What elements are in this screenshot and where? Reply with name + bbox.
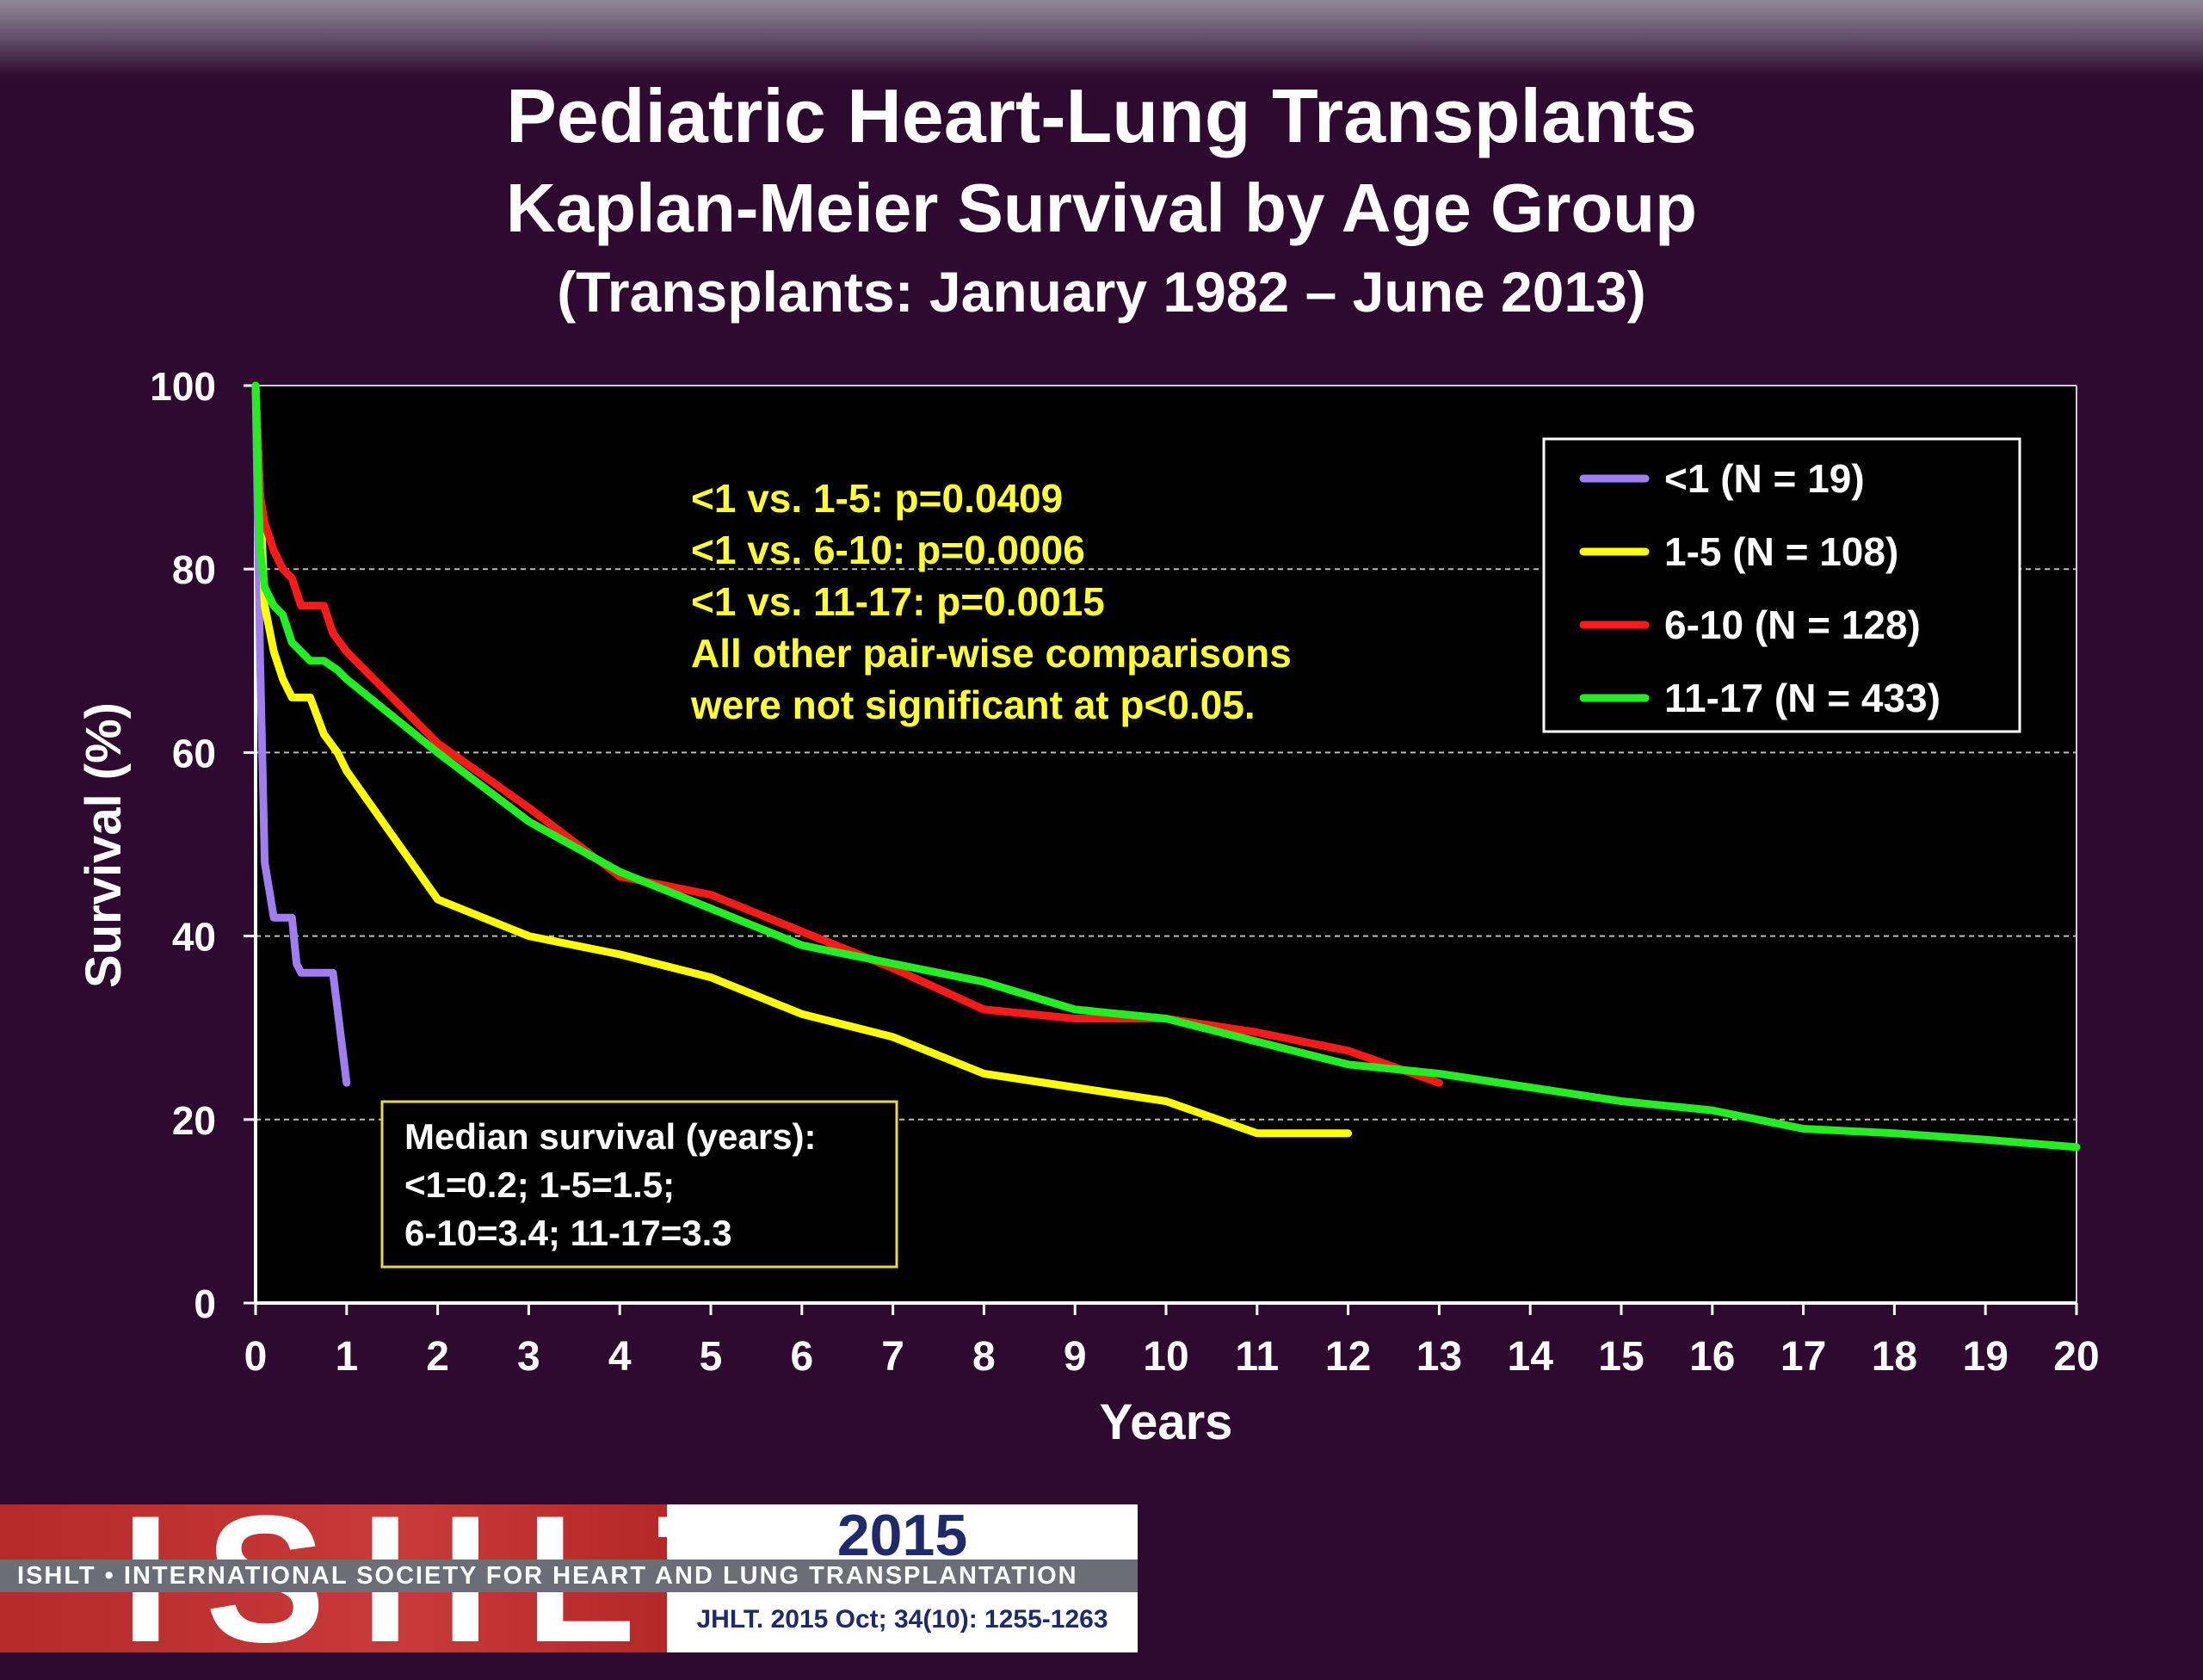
footer-citation: JHLT. 2015 Oct; 34(10): 1255-1263	[696, 1605, 1108, 1634]
series-lines	[251, 381, 2081, 1152]
pvalue-annotation: <1 vs. 1-5: p=0.0409 <1 vs. 6-10: p=0.000…	[690, 476, 1292, 727]
y-tick-label: 60	[172, 731, 216, 775]
x-tick-label: 3	[517, 1334, 540, 1380]
x-tick-label: 7	[881, 1334, 904, 1380]
pvalue-line: <1 vs. 1-5: p=0.0409	[691, 476, 1063, 521]
grid-lines	[256, 385, 2077, 1303]
median-line: 6-10=3.4; 11-17=3.3	[404, 1213, 732, 1253]
x-tick-label: 17	[1780, 1334, 1826, 1380]
x-tick-label: 8	[972, 1334, 996, 1380]
median-line: Median survival (years):	[404, 1116, 817, 1157]
pvalue-line: were not significant at p<0.05.	[690, 682, 1256, 727]
x-tick-label: 11	[1235, 1334, 1279, 1380]
legend-box	[1542, 437, 2021, 733]
pvalue-line: <1 vs. 6-10: p=0.0006	[691, 528, 1085, 572]
series-line-0	[251, 381, 351, 1087]
x-tick-label: 16	[1689, 1334, 1735, 1380]
pvalue-line: <1 vs. 11-17: p=0.0015	[691, 579, 1105, 624]
x-tick-label: 19	[1963, 1334, 2009, 1380]
y-axis-label: Survival (%)	[76, 702, 132, 988]
median-line: <1=0.2; 1-5=1.5;	[404, 1164, 675, 1205]
x-tick-label: 18	[1872, 1334, 1917, 1380]
series-line-3	[251, 381, 2081, 1152]
pvalue-line: All other pair-wise comparisons	[691, 631, 1292, 676]
x-tick-label: 4	[608, 1334, 632, 1380]
x-tick-label: 0	[244, 1334, 268, 1380]
x-tick-label: 10	[1143, 1334, 1188, 1380]
median-survival-box: Median survival (years): <1=0.2; 1-5=1.5;…	[380, 1100, 898, 1269]
x-tick-label: 20	[2053, 1334, 2099, 1380]
x-tick-label: 15	[1598, 1334, 1644, 1380]
legend-label: 11-17 (N = 433)	[1664, 676, 1941, 720]
slide-date-range: (Transplants: January 1982 – June 2013)	[557, 260, 1646, 324]
slide-title: Pediatric Heart-Lung Transplants	[506, 73, 1697, 158]
legend-label: 6-10 (N = 128)	[1664, 602, 1921, 647]
legend: <1 (N = 19) 1-5 (N = 108) 6-10 (N = 128) 11…	[1542, 437, 2021, 733]
legend-label: <1 (N = 19)	[1664, 456, 1865, 501]
y-tick-label: 40	[172, 915, 216, 960]
x-tick-label: 6	[790, 1334, 813, 1380]
x-tick-label: 13	[1416, 1334, 1462, 1380]
y-tick-label: 20	[172, 1098, 216, 1143]
slide-subtitle: Kaplan-Meier Survival by Age Group	[505, 170, 1698, 246]
x-tick-label: 1	[335, 1334, 358, 1380]
x-tick-label: 5	[700, 1334, 723, 1380]
x-tick-label: 12	[1325, 1334, 1371, 1380]
x-tick-label: 14	[1508, 1334, 1554, 1380]
y-tick-label: 100	[150, 364, 216, 409]
series-line-2	[251, 381, 1443, 1087]
x-tick-label: 9	[1064, 1334, 1087, 1380]
y-tick-label: 80	[172, 547, 216, 592]
y-tick-label: 0	[194, 1282, 216, 1326]
x-tick-label: 2	[426, 1334, 449, 1380]
x-axis-label: Years	[1100, 1394, 1233, 1450]
footer-org-name: ISHLT • INTERNATIONAL SOCIETY FOR HEART …	[0, 1560, 1138, 1592]
median-box-border	[380, 1100, 898, 1269]
footer-year: 2015	[836, 1503, 968, 1568]
series-line-1	[251, 381, 1353, 1138]
top-gradient-band	[0, 0, 2203, 77]
legend-label: 1-5 (N = 108)	[1664, 529, 1898, 574]
slide-title-block: Pediatric Heart-Lung Transplants Kaplan-…	[0, 69, 2203, 330]
